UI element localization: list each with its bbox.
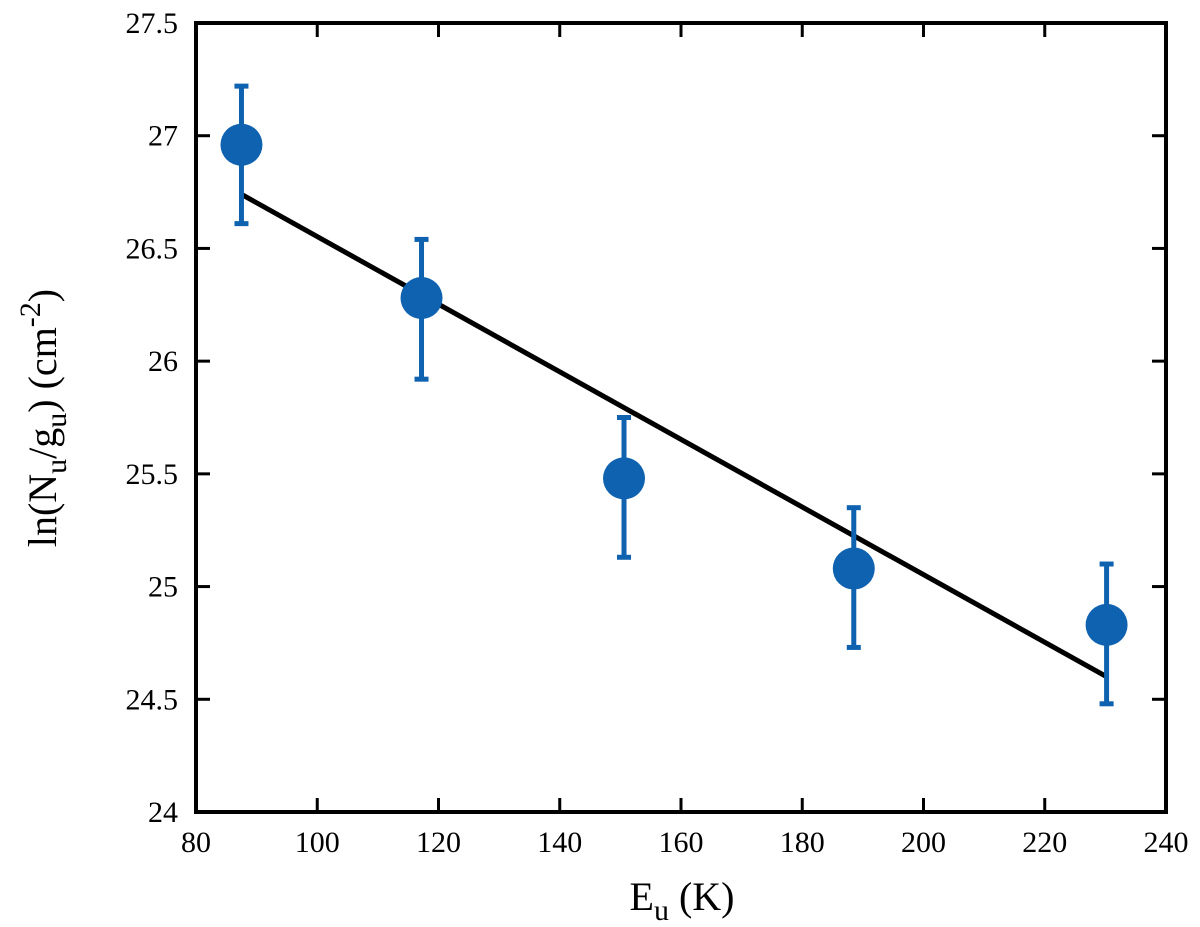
x-tick-label: 220 [1022, 826, 1067, 859]
y-tick-label: 24.5 [126, 683, 179, 716]
x-tick-label: 240 [1144, 826, 1189, 859]
plot-frame [194, 21, 1168, 814]
tick-labels: 80 100 120 140 160 180 200 220 240 24 24.5 25 25.5 26… [126, 7, 1189, 859]
y-tick-label: 27 [148, 120, 178, 153]
fit-line [240, 192, 1108, 679]
y-tick-label: 26.5 [126, 232, 179, 265]
y-axis-title-part1: ln(N [20, 474, 65, 547]
y-axis-title-sub2: u [40, 413, 73, 428]
y-tick-label: 25 [148, 571, 178, 604]
y-tick-label: 26 [148, 345, 178, 378]
fit-line-group [240, 192, 1108, 679]
y-axis-title-part2: /g [20, 428, 65, 459]
y-axis-title-part4: ) [20, 289, 65, 302]
x-axis-title-rest: (K) [669, 874, 735, 919]
y-tick-label: 27.5 [126, 7, 179, 40]
error-bars [234, 83, 1114, 707]
x-axis-title-base: E [630, 874, 654, 919]
data-point [832, 547, 875, 590]
x-tick-label: 80 [181, 826, 211, 859]
x-tick-label: 180 [780, 826, 825, 859]
x-tick-label: 100 [295, 826, 340, 859]
y-tick-label: 25.5 [126, 458, 179, 491]
data-point [400, 277, 443, 320]
x-axis-title-sub: u [654, 894, 669, 927]
x-tick-label: 140 [537, 826, 582, 859]
data-points [220, 123, 1128, 646]
data-point [603, 457, 646, 500]
y-tick-label: 24 [148, 796, 178, 829]
y-axis-title-sub1: u [40, 459, 73, 474]
y-axis-title: ln(Nu/gu) (cm-2) [14, 289, 73, 547]
y-axis-title-part3: ) (cm [20, 327, 65, 413]
x-tick-label: 120 [416, 826, 461, 859]
y-axis-title-sup: -2 [14, 302, 47, 327]
data-point [1085, 603, 1128, 646]
x-tick-label: 200 [901, 826, 946, 859]
data-point [220, 123, 263, 166]
x-axis-title: Eu (K) [630, 874, 735, 927]
x-tick-label: 160 [659, 826, 704, 859]
axis-ticks [194, 21, 1168, 814]
